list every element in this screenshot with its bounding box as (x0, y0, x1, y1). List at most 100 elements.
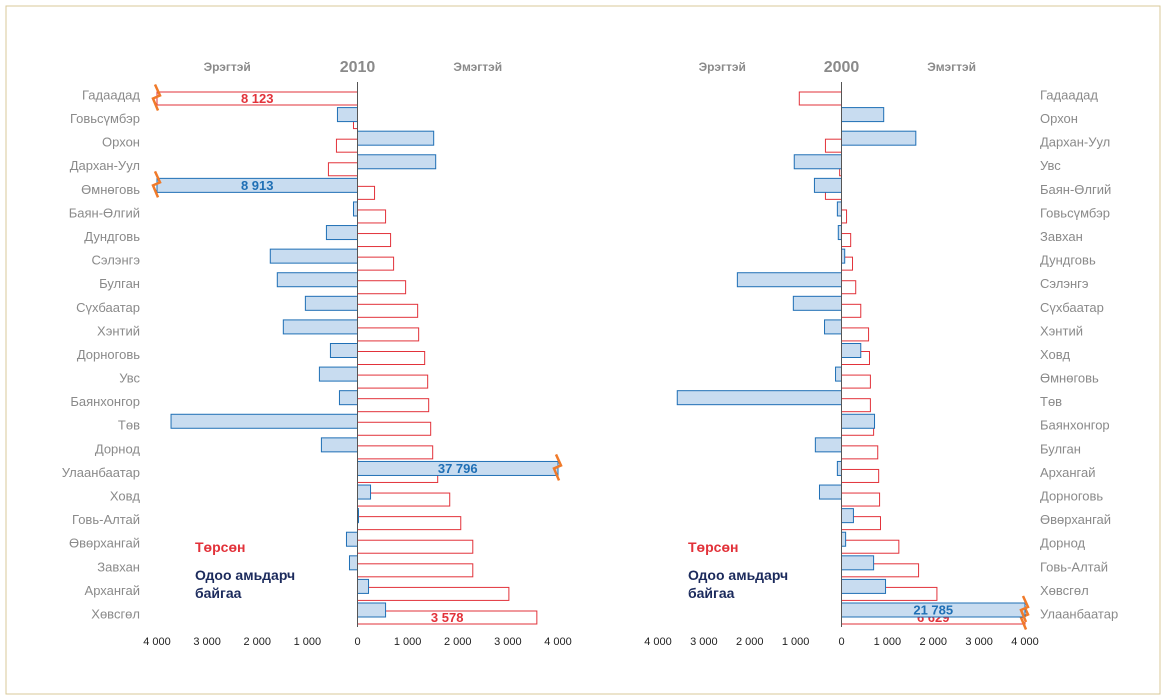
bar (814, 437, 843, 453)
legend-entry: Одоо амьдарч байгаа (195, 567, 296, 601)
bar (304, 295, 358, 311)
left-header: Эрэгтэй (204, 60, 251, 74)
x-tick-label: 4 000 (544, 636, 572, 648)
category-label: Төв (118, 418, 140, 433)
bar (170, 413, 358, 429)
x-tick-label: 3 000 (965, 636, 993, 648)
value-label: 21 785 (913, 602, 953, 617)
category-label: Дорноговь (1040, 488, 1103, 503)
bar (329, 343, 358, 358)
bar (841, 233, 852, 248)
bar (841, 327, 870, 342)
bar (357, 185, 376, 200)
panel-title: 2010 (340, 59, 376, 76)
x-tick-label: 1 000 (394, 636, 422, 648)
bar (335, 138, 359, 153)
category-label: Говьсүмбэр (70, 111, 140, 126)
bar (357, 374, 429, 389)
bar (357, 280, 407, 295)
legend-entry: Төрсөн (195, 539, 246, 555)
bar (325, 225, 358, 241)
bar (357, 421, 432, 436)
category-label: Өвөрхангай (1040, 512, 1111, 527)
x-tick-label: 2 000 (243, 636, 271, 648)
bar (357, 602, 387, 618)
category-label: Баянхонгор (70, 394, 140, 409)
category-label: Гадаадад (1040, 87, 1098, 102)
bar (357, 327, 420, 342)
bar (841, 130, 917, 146)
bar (824, 319, 842, 335)
bar (836, 201, 843, 217)
category-label: Дорнод (95, 441, 141, 456)
value-label: 8 123 (241, 91, 274, 106)
bar (357, 398, 430, 413)
bar (357, 492, 451, 507)
panel-title: 2000 (824, 59, 860, 76)
category-label: Хэнтий (97, 323, 140, 338)
bar (841, 107, 885, 123)
bar (813, 177, 843, 193)
bar (348, 555, 359, 571)
axis-break (1019, 595, 1030, 623)
category-label: Улаанбаатар (1040, 606, 1118, 621)
category-label: Дорнод (1040, 536, 1086, 551)
bar (841, 531, 847, 547)
category-label: Сүхбаатар (1040, 300, 1104, 315)
bar (818, 484, 842, 500)
bar (338, 390, 358, 406)
bar (357, 578, 370, 594)
axis-break (151, 170, 162, 198)
bar (792, 295, 842, 311)
bar (318, 366, 358, 382)
category-label: Архангай (85, 583, 140, 598)
x-tick-label: 3 000 (193, 636, 221, 648)
axis-break (552, 453, 563, 481)
category-label: Дархан-Уул (1040, 135, 1110, 150)
category-label: Гадаадад (82, 87, 140, 102)
category-label: Дундговь (84, 229, 140, 244)
category-label: Завхан (97, 559, 140, 574)
right-header: Эмэгтэй (453, 60, 502, 74)
bar (841, 539, 900, 554)
category-label: Дархан-Уул (70, 158, 140, 173)
x-tick-label: 1 000 (782, 636, 810, 648)
bar (357, 563, 474, 578)
bar (357, 516, 462, 531)
bar (793, 154, 843, 170)
x-tick-label: 4 000 (1011, 636, 1039, 648)
bar (798, 91, 842, 106)
bar (841, 555, 875, 571)
category-label: Хөвсгөл (1040, 583, 1089, 598)
bar (357, 445, 434, 460)
category-label: Өмнөговь (1040, 371, 1099, 386)
bar (841, 468, 880, 483)
x-tick-label: 2 000 (444, 636, 472, 648)
bar (836, 460, 843, 476)
category-label: Ховд (110, 488, 141, 503)
bar (676, 390, 843, 406)
bar (269, 248, 358, 264)
category-label: Баян-Өлгий (1040, 182, 1111, 197)
category-label: Увс (1040, 158, 1061, 173)
category-label: Баян-Өлгий (69, 205, 140, 220)
category-label: Увс (119, 371, 140, 386)
bar (327, 162, 358, 177)
category-label: Булган (99, 276, 140, 291)
bar (841, 578, 887, 594)
bar (357, 586, 510, 601)
category-label: Хэнтий (1040, 323, 1083, 338)
category-label: Завхан (1040, 229, 1083, 244)
bar (841, 492, 881, 507)
bar (357, 130, 435, 146)
left-header: Эрэгтэй (699, 60, 746, 74)
bar (357, 351, 426, 365)
bar (841, 508, 854, 524)
value-label: 37 796 (438, 461, 478, 476)
bar (357, 484, 372, 500)
bar (841, 398, 871, 413)
category-label: Өмнөговь (81, 182, 140, 197)
bar (841, 303, 862, 318)
